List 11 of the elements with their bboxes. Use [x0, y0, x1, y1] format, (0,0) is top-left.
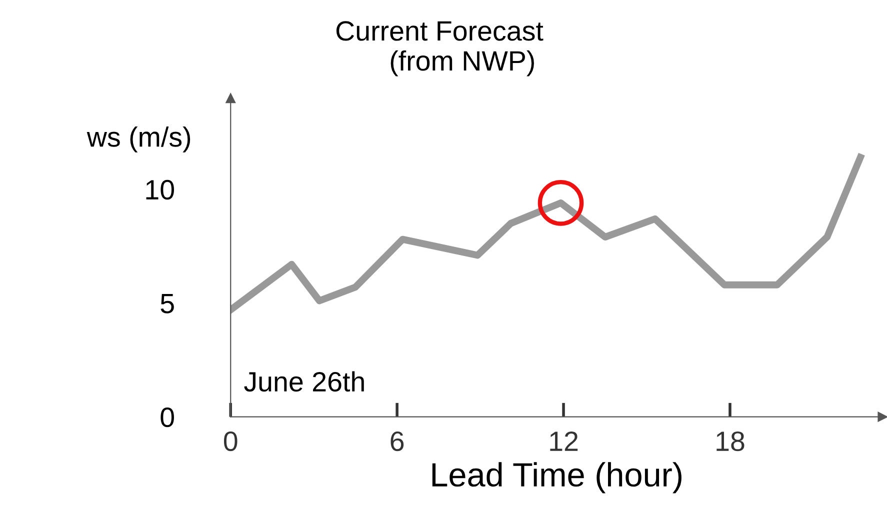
x-tick-label: 6 — [390, 431, 404, 452]
y-axis-title: ws (m/s) — [86, 126, 190, 152]
x-tick-label: 12 — [550, 431, 578, 451]
x-tick-label: 0 — [224, 431, 238, 452]
x-axis-title: Lead Time (hour) — [432, 462, 682, 494]
x-tick-label: 18 — [716, 431, 744, 452]
annotation: June 26th — [244, 371, 364, 392]
y-tick-label: 0 — [160, 408, 174, 428]
chart-title: Current Forecast (from NWP) — [336, 21, 544, 76]
y-tick-label: 10 — [146, 180, 174, 200]
y-tick-label: 5 — [160, 294, 174, 314]
